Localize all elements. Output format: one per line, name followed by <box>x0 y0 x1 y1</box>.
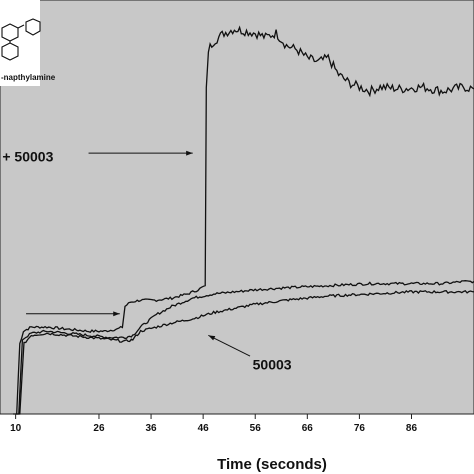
x-axis: 10 26 36 46 56 66 76 86 <box>10 414 417 434</box>
annotation-label: erolidol + 50003 <box>0 148 54 164</box>
annotation-arrowhead <box>113 311 120 317</box>
annotations: erolidol + 50003idol50003 <box>0 148 292 372</box>
x-axis-label: Time (seconds) <box>217 456 327 473</box>
series-line-1 <box>13 25 474 415</box>
series-line-3 <box>16 289 474 415</box>
x-tick-label: 56 <box>250 423 262 434</box>
annotation-arrow <box>208 334 251 357</box>
x-tick-label: 26 <box>93 423 105 434</box>
x-tick-label: 66 <box>302 423 314 434</box>
x-tick-label: 46 <box>198 423 210 434</box>
x-tick-label: 76 <box>354 423 366 434</box>
annotation-label: 50003 <box>253 356 292 372</box>
annotation-arrowhead <box>208 335 216 341</box>
series-layer <box>13 25 474 415</box>
x-tick-label: 36 <box>145 423 157 434</box>
annotation-arrowhead <box>186 150 193 156</box>
inset-panel: -napthylamine <box>0 0 56 86</box>
x-tick-label: 86 <box>406 423 418 434</box>
x-tick-label: 10 <box>10 423 22 434</box>
inset-label: -napthylamine <box>1 73 56 82</box>
plot-area <box>0 0 474 415</box>
molecule-structure-icon <box>1 18 41 61</box>
series-line-2 <box>15 280 474 415</box>
